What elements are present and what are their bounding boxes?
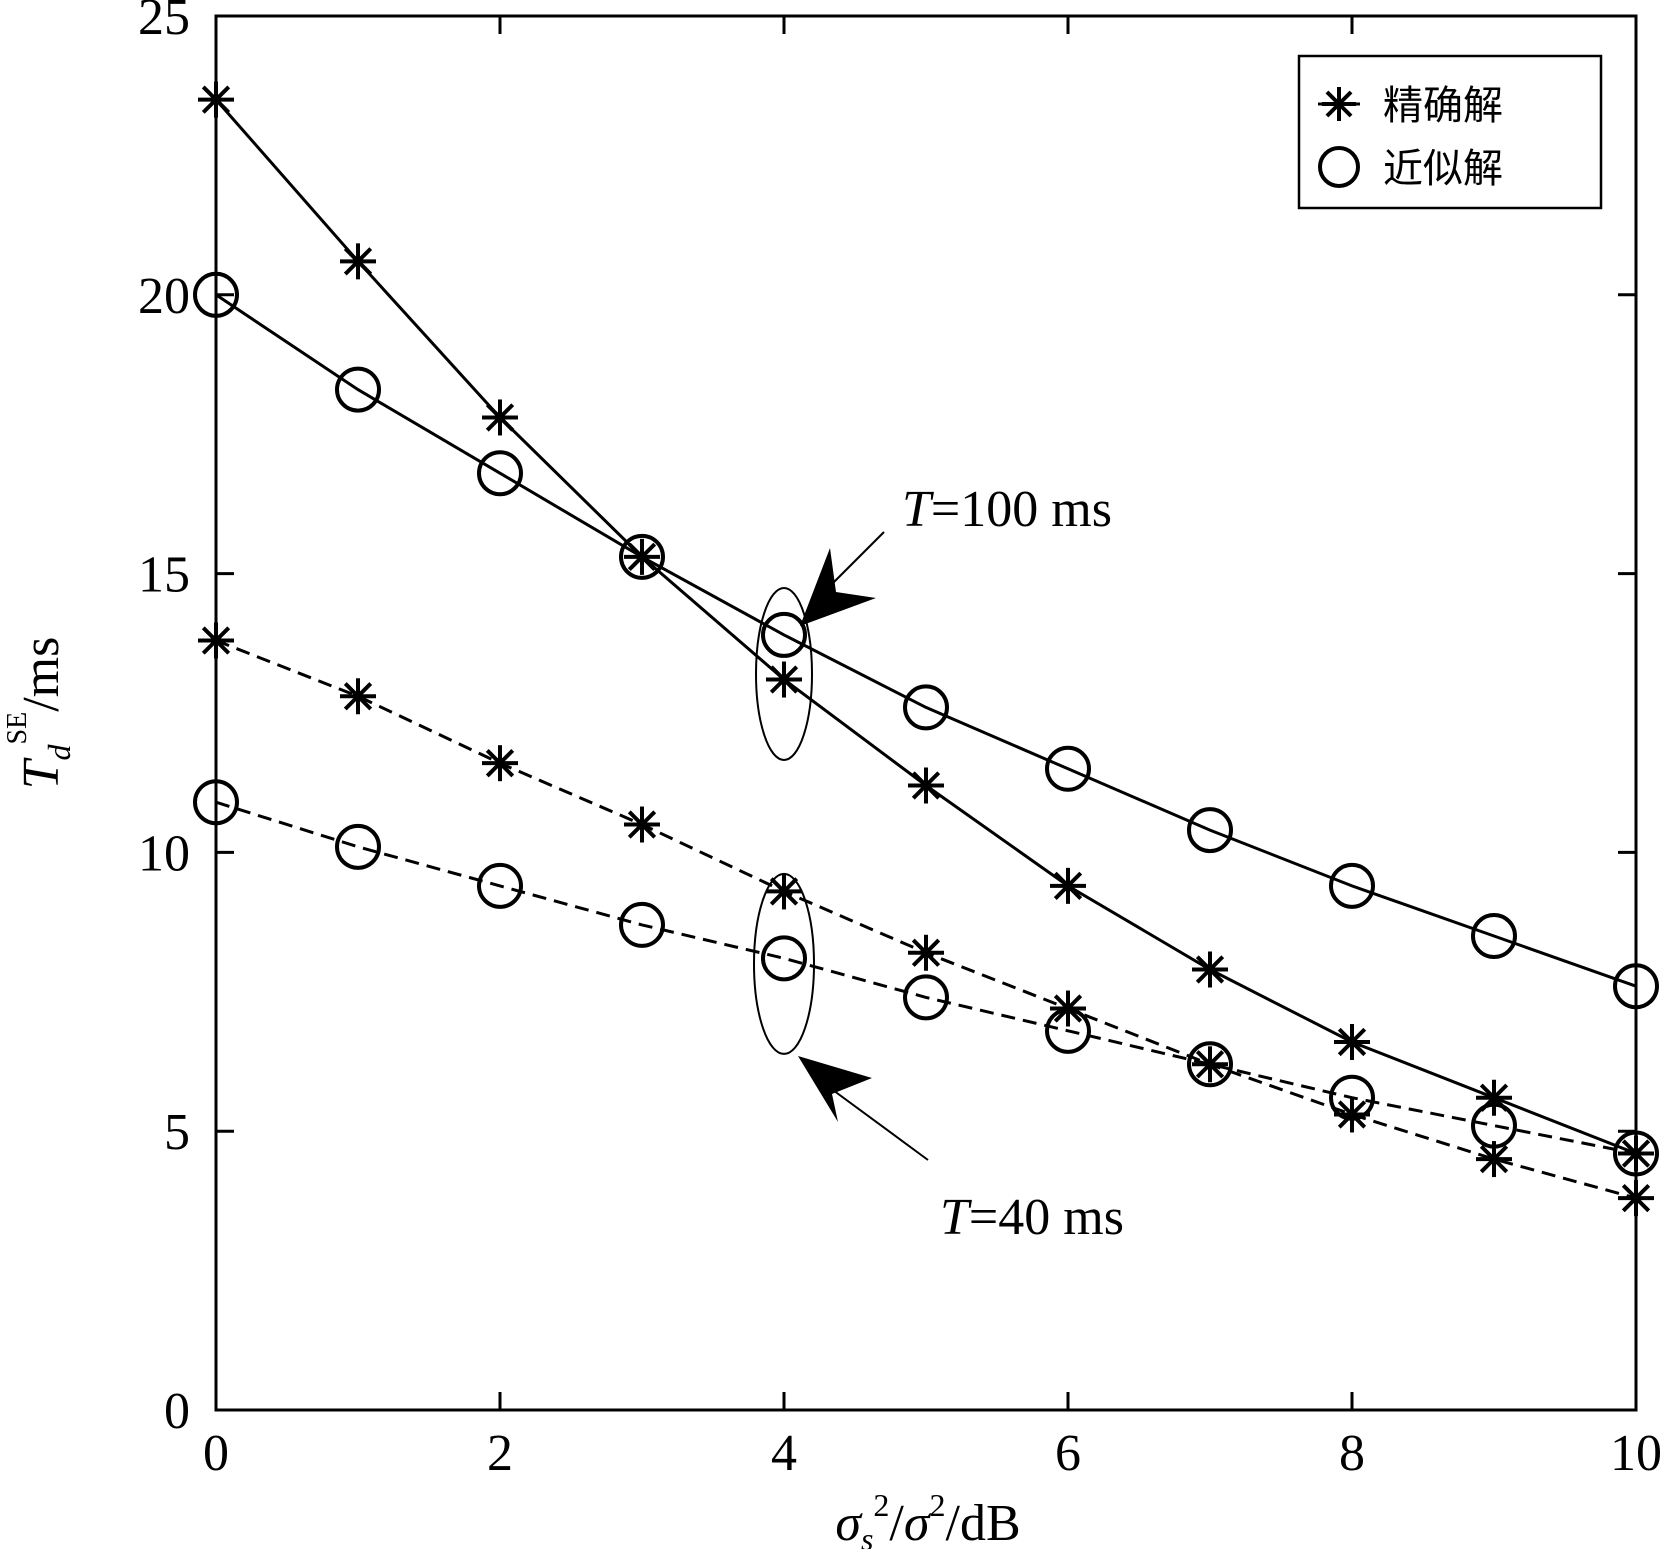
series-1-point xyxy=(761,611,807,658)
legend: 精确解 近似解 xyxy=(1297,54,1603,210)
asterisk-stroke xyxy=(911,938,941,967)
series-1-point xyxy=(335,366,381,413)
annotation-ellipse-40ms xyxy=(753,872,815,1055)
series-1-point xyxy=(1471,913,1517,960)
series-0-point xyxy=(1334,1023,1370,1060)
series-2-point xyxy=(1476,1141,1512,1178)
annotation-ellipse-100ms xyxy=(755,586,813,761)
asterisk-stroke xyxy=(1479,1144,1509,1174)
series-0-point xyxy=(340,243,376,280)
annotation-arrow-line-40ms xyxy=(821,1081,929,1161)
legend-label-approx: 近似解 xyxy=(1383,146,1503,192)
series-1-point xyxy=(619,533,665,580)
series-3-point xyxy=(1187,1041,1233,1088)
annotations xyxy=(753,531,929,1161)
series-2-point xyxy=(340,678,376,715)
x-tick-label: 0 xyxy=(203,1425,229,1482)
series-0-point xyxy=(1050,867,1086,904)
asterisk-stroke xyxy=(343,247,373,276)
x-axis-label: σs2/σ2/dB xyxy=(835,1487,1020,1549)
y-axis: 0 5 10 15 20 25 xyxy=(138,0,1636,1440)
series-0-point xyxy=(1192,951,1228,988)
asterisk-stroke xyxy=(485,749,515,778)
series-3-point xyxy=(1329,1074,1375,1121)
asterisk-stroke xyxy=(1337,1027,1367,1057)
y-tick-label: 15 xyxy=(138,547,190,604)
y-axis-label: TdSE/ms xyxy=(2,637,77,790)
x-tick-label: 4 xyxy=(771,1425,797,1482)
legend-label-exact: 精确解 xyxy=(1383,83,1503,129)
annotation-arrowhead-40ms xyxy=(798,1056,872,1122)
series-3-point xyxy=(335,823,381,870)
asterisk-stroke xyxy=(1195,955,1225,984)
series-0-point xyxy=(908,767,944,804)
plot-marks xyxy=(193,81,1659,1217)
series-1-point xyxy=(477,450,523,497)
asterisk-stroke xyxy=(627,810,657,839)
series-2-point xyxy=(482,745,518,782)
annotation-label-100ms: T=100 ms xyxy=(902,481,1112,538)
series-2-point xyxy=(1192,1046,1228,1083)
series-1-point xyxy=(1045,745,1091,792)
y-tick-label: 10 xyxy=(138,825,190,882)
series-3-point xyxy=(1045,1007,1091,1054)
x-tick-label: 8 xyxy=(1339,1425,1365,1482)
series-2-point xyxy=(908,934,944,971)
x-tick-label: 10 xyxy=(1610,1425,1662,1482)
asterisk-stroke xyxy=(1337,1100,1367,1129)
asterisk-stroke xyxy=(485,403,515,432)
series-1-point xyxy=(1187,807,1233,854)
asterisk-stroke xyxy=(769,877,799,906)
x-axis: 0 2 4 6 8 10 xyxy=(203,16,1662,1482)
legend-asterisk-marker xyxy=(1318,87,1360,121)
x-tick-label: 6 xyxy=(1055,1425,1081,1482)
asterisk-stroke xyxy=(911,771,941,800)
asterisk-stroke xyxy=(1053,871,1083,900)
legend-circle-marker xyxy=(1318,146,1360,188)
y-tick-label: 0 xyxy=(164,1383,190,1440)
x-tick-label: 2 xyxy=(487,1425,513,1482)
plot-frame xyxy=(214,14,1638,1412)
series-2-point xyxy=(766,873,802,910)
annotation-arrowhead-100ms xyxy=(800,548,876,626)
annotation-label-40ms: T=40 ms xyxy=(940,1189,1124,1246)
series-line-3 xyxy=(215,800,1637,1155)
series-0-point xyxy=(766,661,802,698)
series-3-point xyxy=(477,862,523,909)
series-3-point xyxy=(619,901,665,948)
legend-circle xyxy=(1318,146,1360,188)
series-line-1 xyxy=(215,293,1637,988)
series-1-point xyxy=(1329,862,1375,909)
series-2-point xyxy=(624,806,660,843)
series-3-point xyxy=(761,935,807,982)
series-line-0 xyxy=(214,98,1637,1155)
asterisk-stroke xyxy=(1195,1050,1225,1079)
y-tick-label: 5 xyxy=(164,1104,190,1161)
legend-asterisk xyxy=(1322,87,1356,121)
asterisk-stroke xyxy=(343,682,373,711)
asterisk-stroke xyxy=(769,665,799,694)
series-1-point xyxy=(903,684,949,731)
asterisk-stroke xyxy=(1325,90,1353,118)
series-3-point xyxy=(1471,1102,1517,1149)
y-tick-label: 20 xyxy=(138,268,190,325)
y-tick-label: 25 xyxy=(138,0,190,46)
series-0-point xyxy=(482,399,518,436)
series-3-point xyxy=(903,974,949,1021)
series-line-2 xyxy=(215,639,1637,1200)
